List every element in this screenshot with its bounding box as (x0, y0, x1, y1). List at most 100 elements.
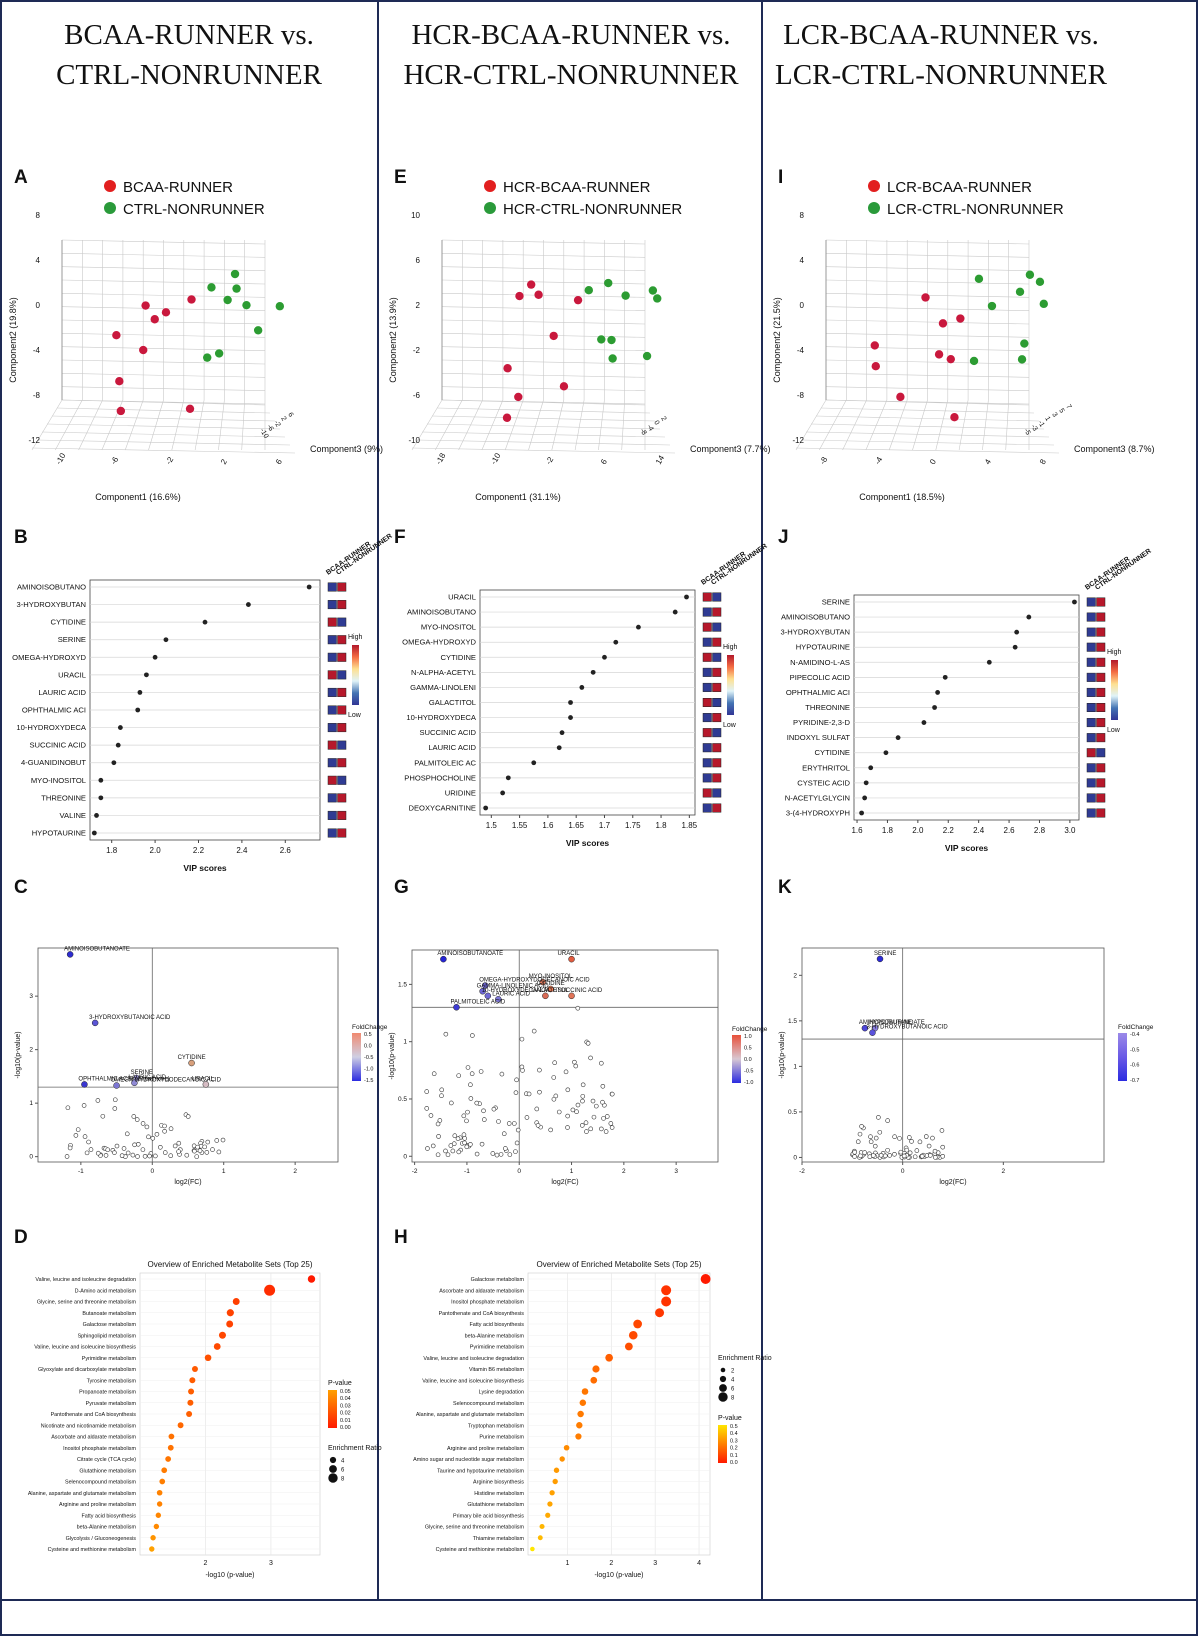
ratio-legend-tick: 4 (731, 1378, 735, 1384)
nonsig-point (197, 1148, 203, 1153)
heat-cell-group1 (702, 803, 712, 813)
heat-cell-group2 (337, 652, 347, 662)
sig-point-label: CYTIDINE (178, 1055, 206, 1061)
grid-line (436, 407, 651, 414)
legend-dot-group1 (484, 180, 496, 192)
nonsig-point (590, 1098, 596, 1104)
enrichment-title: Overview of Enriched Metabolite Sets (To… (537, 1260, 702, 1269)
score-point (950, 413, 959, 422)
column-3: LCR-BCAA-RUNNER vs. LCR-CTRL-NONRUNNER I LC… (772, 19, 1155, 1186)
score-point (207, 283, 216, 292)
nonsig-point (923, 1134, 929, 1139)
x-tick-label: 2.4 (973, 826, 985, 835)
score-point (573, 295, 583, 305)
vip-feature-label: URACIL (58, 670, 86, 679)
grid-line (124, 399, 144, 451)
pathway-label: Histidine metabolism (474, 1491, 524, 1497)
vip-point (505, 775, 511, 781)
vip-point (883, 750, 889, 756)
vip-feature-label: 3-HYDROXYBUTAN (781, 628, 850, 637)
color-legend-high: High (348, 634, 363, 641)
nonsig-point (478, 1069, 484, 1074)
color-legend-low: Low (723, 722, 737, 729)
vip-point (531, 760, 537, 766)
heat-cell-group1 (1086, 733, 1096, 743)
panel-letter: D (14, 1227, 28, 1248)
enrichment-point (150, 1535, 156, 1541)
heat-cell-group2 (712, 773, 722, 783)
pathway-label: Pyrimidine metabolism (82, 1356, 137, 1362)
vip-feature-label: SERINE (822, 598, 850, 607)
volcano-plot: C -1 0 1 2 0 1 2 3 log2(FC) -log10(p-value) AMINOIS… (14, 877, 388, 1186)
nonsig-point (134, 1117, 140, 1122)
nonsig-point (162, 1123, 167, 1129)
vip-feature-label: CYTIDINE (815, 748, 850, 757)
y-tick-label: 0 (29, 1154, 33, 1161)
sig-point (453, 1004, 460, 1011)
ratio-legend-tick: 4 (341, 1459, 345, 1465)
enrichment-point (633, 1319, 642, 1329)
ratio-legend-dot (719, 1375, 727, 1383)
pathway-label: Pantothenate and CoA biosynthesis (51, 1412, 137, 1418)
heat-cell-group2 (337, 740, 347, 750)
y-tick-label: 4 (36, 256, 41, 265)
nonsig-point (130, 1152, 136, 1158)
x-axis-label: VIP scores (183, 863, 227, 873)
nonsig-point (885, 1147, 890, 1153)
nonsig-point (456, 1073, 461, 1078)
score-point (1025, 270, 1035, 279)
heat-cell-group1 (702, 758, 712, 768)
heat-cell-group2 (337, 687, 347, 697)
nonsig-point (88, 1147, 94, 1152)
ratio-legend-tick: 6 (731, 1387, 735, 1393)
nonsig-point (465, 1109, 470, 1115)
volcano-plot: G -2 -1 0 1 2 3 0 0.5 1 1.5 log2(FC) -log10(p-value)… (389, 877, 768, 1186)
score-point (896, 392, 905, 402)
nonsig-point (456, 1149, 462, 1155)
nonsig-point (855, 1139, 861, 1145)
panel-letter: K (778, 877, 792, 898)
enrichment-point (624, 1342, 633, 1351)
ratio-legend-tick: 6 (341, 1468, 345, 1474)
vip-point (111, 760, 117, 766)
nonsig-point (907, 1135, 912, 1140)
heat-column-label: CTRL-NONRUNNER (335, 533, 393, 577)
grid-line (416, 439, 671, 446)
heat-cell-group2 (337, 775, 347, 785)
heat-cell-group1 (702, 652, 712, 662)
x-tick-label: 1 (570, 1168, 574, 1175)
color-legend-bar (727, 655, 734, 715)
panel-letter: B (14, 527, 28, 548)
nonsig-point (604, 1114, 610, 1119)
grid-line (56, 407, 271, 414)
sig-point-label: GALACTITOL (531, 988, 569, 994)
pathway-label: Galactose metabolism (83, 1322, 137, 1328)
foldchange-legend-tick: -1.0 (744, 1080, 753, 1086)
nonsig-point (932, 1148, 938, 1154)
nonsig-point (930, 1135, 935, 1141)
x-axis-label: VIP scores (566, 838, 610, 848)
score-point (161, 308, 171, 317)
score-point (969, 356, 979, 366)
sig-point-label: 10-HYDROXYDECANOATE (482, 988, 557, 994)
score-point (116, 406, 126, 416)
vip-point (137, 690, 143, 695)
x-tick-label: 1.75 (625, 821, 641, 830)
nonsig-point (858, 1153, 863, 1159)
nonsig-point (431, 1071, 437, 1076)
vip-feature-label: OMEGA-HYDROXYD (402, 638, 476, 647)
vip-point (921, 720, 927, 725)
nonsig-point (119, 1153, 125, 1158)
nonsig-point (575, 1005, 581, 1011)
heat-cell-group2 (712, 758, 722, 768)
sig-point (568, 955, 575, 963)
vip-feature-label: CYSTEIC ACID (797, 778, 850, 787)
legend-label-group1: LCR-BCAA-RUNNER (887, 179, 1032, 196)
pathway-label: Glutathione metabolism (467, 1502, 524, 1508)
vip-scores-plot: B AMINOISOBUTANO 3-HYDROXYBUTAN CYTIDINE SER… (12, 527, 393, 873)
z-tick-label: -5 (1022, 428, 1031, 437)
nonsig-point (608, 1121, 614, 1126)
panel-letter: C (14, 877, 28, 898)
nonsig-point (64, 1154, 70, 1159)
nonsig-point (912, 1154, 918, 1160)
